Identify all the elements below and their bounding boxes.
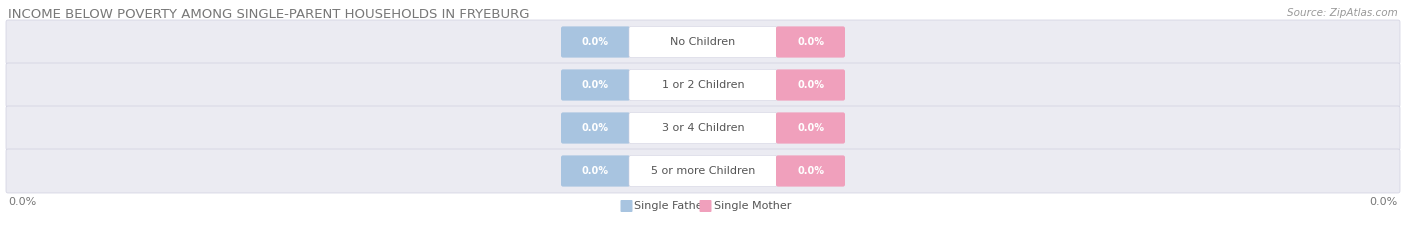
Text: 0.0%: 0.0% (797, 123, 824, 133)
Text: 0.0%: 0.0% (582, 123, 609, 133)
FancyBboxPatch shape (6, 20, 1400, 64)
Text: 0.0%: 0.0% (797, 80, 824, 90)
FancyBboxPatch shape (6, 63, 1400, 107)
Text: Single Father: Single Father (634, 201, 707, 211)
Text: 3 or 4 Children: 3 or 4 Children (662, 123, 744, 133)
FancyBboxPatch shape (776, 26, 845, 58)
Text: 5 or more Children: 5 or more Children (651, 166, 755, 176)
FancyBboxPatch shape (700, 200, 711, 212)
FancyBboxPatch shape (628, 155, 778, 187)
Text: 0.0%: 0.0% (582, 166, 609, 176)
Text: 0.0%: 0.0% (797, 166, 824, 176)
FancyBboxPatch shape (6, 149, 1400, 193)
FancyBboxPatch shape (561, 69, 630, 101)
Text: 0.0%: 0.0% (8, 197, 37, 207)
FancyBboxPatch shape (628, 112, 778, 144)
Text: No Children: No Children (671, 37, 735, 47)
Text: 0.0%: 0.0% (582, 37, 609, 47)
FancyBboxPatch shape (620, 200, 633, 212)
FancyBboxPatch shape (776, 155, 845, 187)
FancyBboxPatch shape (6, 106, 1400, 150)
FancyBboxPatch shape (776, 69, 845, 101)
Text: 0.0%: 0.0% (582, 80, 609, 90)
FancyBboxPatch shape (561, 112, 630, 144)
Text: INCOME BELOW POVERTY AMONG SINGLE-PARENT HOUSEHOLDS IN FRYEBURG: INCOME BELOW POVERTY AMONG SINGLE-PARENT… (8, 8, 530, 21)
FancyBboxPatch shape (561, 26, 630, 58)
Text: Source: ZipAtlas.com: Source: ZipAtlas.com (1288, 8, 1398, 18)
FancyBboxPatch shape (628, 69, 778, 101)
Text: 0.0%: 0.0% (797, 37, 824, 47)
Text: 1 or 2 Children: 1 or 2 Children (662, 80, 744, 90)
FancyBboxPatch shape (776, 112, 845, 144)
FancyBboxPatch shape (561, 155, 630, 187)
Text: Single Mother: Single Mother (713, 201, 790, 211)
Text: 0.0%: 0.0% (1369, 197, 1398, 207)
FancyBboxPatch shape (628, 26, 778, 58)
